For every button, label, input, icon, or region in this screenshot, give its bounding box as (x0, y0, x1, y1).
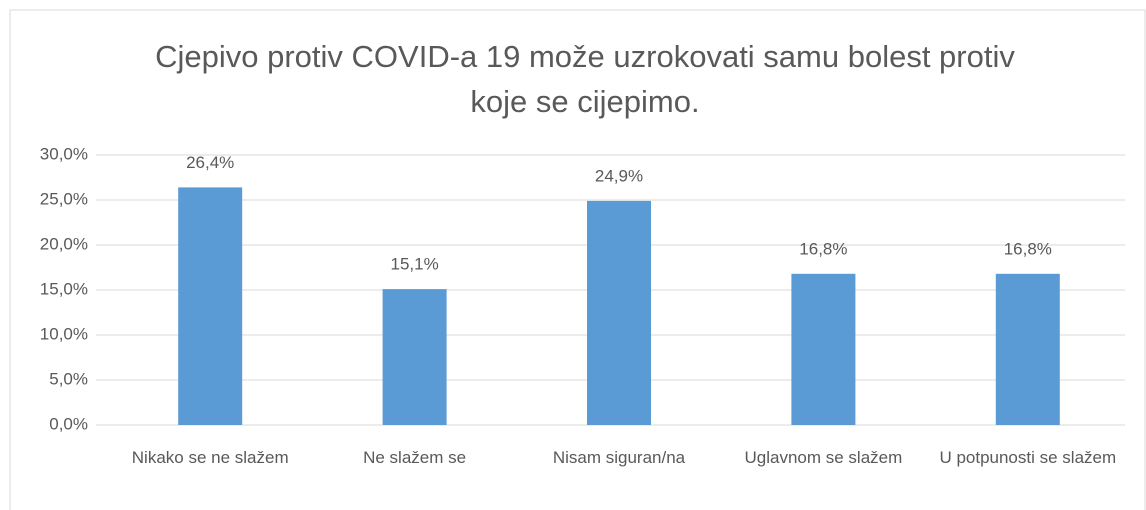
data-label: 15,1% (390, 255, 438, 274)
x-tick-label: Nisam siguran/na (552, 448, 686, 467)
data-label: 16,8% (1004, 239, 1052, 258)
data-label: 24,9% (595, 166, 643, 185)
chart-title: Cjepivo protiv COVID-a 19 može uzrokovat… (155, 39, 1015, 119)
x-tick-label: Uglavnom se slažem (744, 448, 903, 467)
chart-frame (9, 9, 1146, 510)
bar (587, 200, 651, 425)
bar (791, 273, 856, 425)
y-tick-label: 5,0% (49, 369, 88, 388)
y-tick-label: 0,0% (49, 414, 88, 433)
bar (178, 187, 243, 425)
data-label: 16,8% (799, 239, 847, 258)
x-tick-label: U potpunosti se slažem (939, 448, 1117, 467)
bar (995, 273, 1060, 425)
y-tick-label: 10,0% (40, 324, 88, 343)
y-tick-label: 30,0% (40, 144, 88, 163)
x-tick-label: Nikako se ne slažem (131, 448, 289, 467)
data-label: 26,4% (186, 153, 234, 172)
y-tick-label: 15,0% (40, 279, 88, 298)
y-tick-label: 20,0% (40, 234, 88, 253)
y-tick-label: 25,0% (40, 189, 88, 208)
x-tick-label: Ne slažem se (363, 448, 467, 467)
bar (382, 289, 447, 425)
